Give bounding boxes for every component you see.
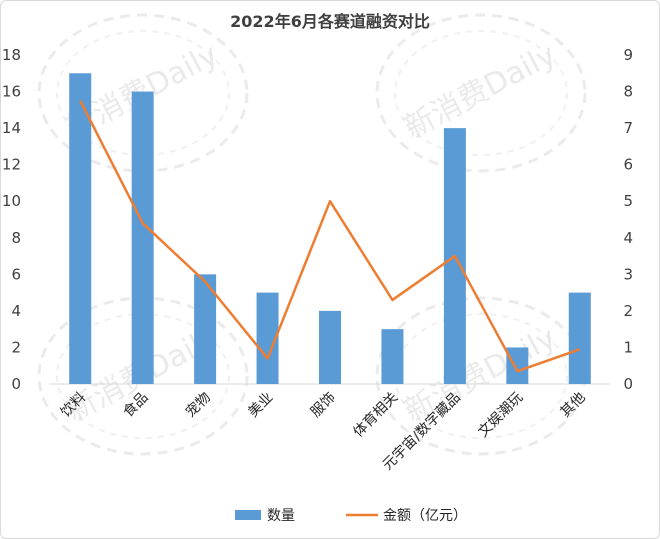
bar — [506, 347, 529, 384]
bar — [194, 274, 217, 384]
category-label: 其他 — [557, 390, 588, 421]
y-right-tick-label: 6 — [623, 156, 633, 174]
y-left-tick-label: 10 — [2, 192, 21, 210]
watermark-ring — [56, 30, 230, 156]
y-left-tick-label: 2 — [11, 338, 21, 356]
y-left-tick-label: 16 — [2, 83, 21, 101]
bar — [568, 292, 591, 384]
watermark: 新消费Daily — [375, 13, 587, 173]
watermark-layer: 新消费Daily新消费Daily新消费Daily新消费Daily — [37, 13, 587, 456]
bar — [131, 91, 154, 385]
watermark-text: 新消费Daily — [399, 320, 562, 429]
category-label: 文娱潮玩 — [475, 390, 526, 441]
amount-line — [79, 100, 581, 373]
y-right-tick-label: 4 — [623, 229, 633, 247]
legend-label-line: 金额（亿元） — [383, 508, 467, 524]
category-label: 宠物 — [183, 390, 214, 421]
watermark-ring — [375, 13, 587, 173]
legend-label-bar: 数量 — [267, 508, 295, 524]
category-label: 美业 — [245, 390, 276, 421]
category-label: 体育相关 — [350, 390, 401, 441]
y-right-tick-label: 1 — [623, 338, 633, 356]
y-right-tick-label: 7 — [623, 119, 633, 137]
bar — [69, 73, 92, 385]
y-left-tick-label: 0 — [11, 375, 21, 393]
y-left-tick-label: 18 — [2, 46, 21, 64]
bar — [319, 310, 341, 384]
y-right-tick-label: 3 — [623, 265, 633, 283]
bar — [381, 329, 404, 384]
legend-swatch-bar — [235, 510, 261, 520]
y-left-tick-label: 4 — [11, 302, 21, 320]
chart-title: 2022年6月各赛道融资对比 — [230, 12, 430, 31]
y-left-tick-label: 8 — [11, 229, 21, 247]
y-right-tick-label: 0 — [623, 375, 633, 393]
watermark-text: 新消费Daily — [399, 37, 562, 146]
y-right-tick-label: 9 — [623, 46, 633, 64]
bars-layer — [69, 73, 591, 385]
category-label: 服饰 — [308, 390, 339, 421]
y-right-tick-label: 8 — [623, 83, 633, 101]
y-left-tick-label: 12 — [2, 156, 21, 174]
watermark-ring — [394, 30, 568, 156]
legend: 数量 金额（亿元） — [235, 508, 467, 524]
bar — [256, 292, 279, 384]
y-left-tick-label: 14 — [2, 119, 21, 137]
y-left-tick-label: 6 — [11, 265, 21, 283]
y-right-tick-label: 2 — [623, 302, 633, 320]
line-layer — [79, 100, 581, 373]
y-right-tick-label: 5 — [623, 192, 633, 210]
